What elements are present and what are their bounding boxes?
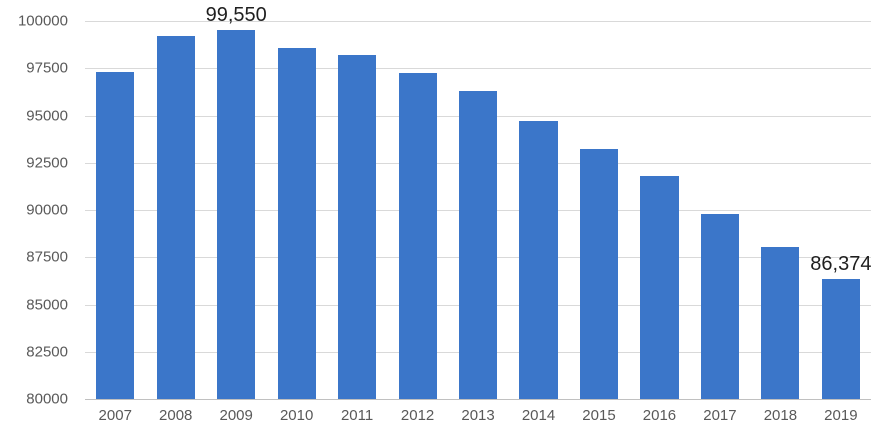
bar-2010[interactable] — [277, 48, 316, 399]
y-axis-tick-label: 80000 — [26, 390, 68, 408]
bar-slot — [145, 21, 205, 399]
x-axis-tick-label: 2015 — [582, 407, 616, 424]
bar-slot — [629, 21, 689, 399]
bar-slot: 99,550 — [206, 4, 267, 399]
bar-2015[interactable] — [579, 148, 619, 399]
bar-slot — [85, 21, 145, 399]
y-axis-tick-label: 90000 — [26, 201, 68, 219]
x-axis-tick-label: 2008 — [159, 407, 193, 424]
x-axis-tick-label: 2017 — [703, 407, 737, 424]
bar-slot — [569, 21, 629, 399]
y-axis: 100000 97500 95000 92500 90000 87500 85000 8250… — [0, 14, 68, 407]
bar-slot — [448, 21, 508, 399]
x-axis-tick-label: 2016 — [642, 407, 677, 424]
x-axis-tick-label: 2007 — [98, 407, 132, 424]
bar-2017[interactable] — [700, 213, 739, 399]
x-axis-tick-label: 2013 — [461, 407, 495, 424]
plot-area: 99,550 86,374 — [85, 4, 872, 400]
x-axis: 2007 2008 2009 2010 2011 2012 2013 2014 2015 2016… — [85, 406, 871, 426]
bar-2014[interactable] — [519, 121, 558, 399]
bar-2007[interactable] — [96, 72, 135, 399]
x-axis-tick-label: 2010 — [279, 407, 314, 424]
x-axis-tick-label: 2011 — [340, 407, 374, 424]
x-axis-tick-label: 2018 — [763, 407, 798, 424]
data-label-2019: 86,374 — [810, 252, 872, 275]
bars-row: 99,550 86,374 — [85, 4, 872, 399]
data-label-2009: 99,550 — [205, 3, 267, 26]
x-axis-tick-label: 2019 — [824, 407, 858, 424]
bar-2016[interactable] — [640, 175, 679, 399]
y-axis-tick-label: 82500 — [26, 343, 68, 361]
gridline — [85, 21, 871, 22]
bar-2013[interactable] — [459, 90, 498, 399]
x-axis-tick-label: 2014 — [521, 407, 556, 424]
bar-slot: 86,374 — [810, 21, 872, 399]
bar-2018[interactable] — [761, 246, 800, 399]
bar-slot — [690, 21, 750, 399]
bar-2011[interactable] — [338, 55, 377, 399]
bar-2019[interactable] — [821, 278, 860, 399]
gridline — [85, 68, 871, 70]
y-axis-tick-label: 85000 — [26, 296, 68, 313]
y-axis-tick-label: 100000 — [17, 12, 68, 30]
bar-slot — [508, 21, 568, 399]
bar-slot — [266, 21, 326, 399]
x-axis-tick-label: 2009 — [219, 407, 253, 424]
bar-2009[interactable] — [217, 29, 256, 399]
bar-slot — [750, 21, 810, 399]
bar-slot — [387, 21, 447, 399]
x-axis-tick-label: 2012 — [400, 407, 435, 424]
y-axis-tick-label: 95000 — [26, 107, 68, 124]
y-axis-tick-label: 92500 — [26, 154, 68, 172]
y-axis-tick-label: 87500 — [26, 248, 68, 266]
bar-2012[interactable] — [398, 72, 437, 399]
bar-slot — [327, 21, 387, 399]
y-axis-tick-label: 97500 — [26, 59, 68, 77]
bar-2008[interactable] — [156, 36, 195, 399]
